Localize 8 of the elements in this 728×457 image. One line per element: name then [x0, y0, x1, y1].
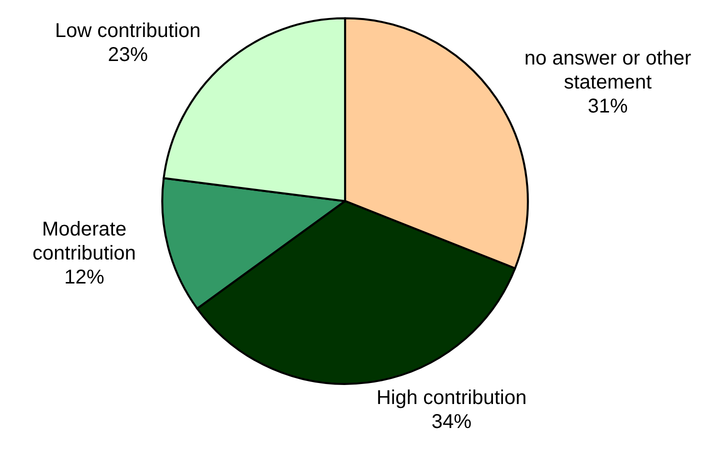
- data-label: 23%: [108, 44, 148, 66]
- slice-label: High contribution: [376, 387, 527, 410]
- slice-label: no answer or other statement: [524, 48, 692, 94]
- slice-label: Moderate contribution: [32, 218, 136, 265]
- data-label: 12%: [64, 266, 104, 289]
- data-label: 31%: [588, 96, 628, 118]
- data-label: 34%: [432, 411, 472, 434]
- slice-label: Low contribution: [55, 20, 201, 42]
